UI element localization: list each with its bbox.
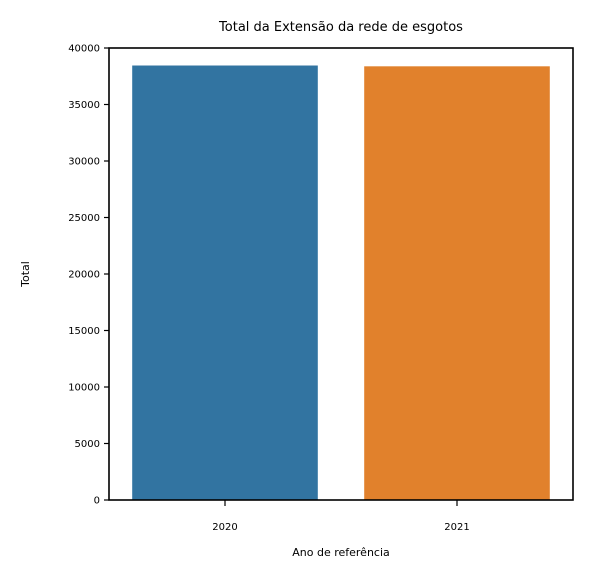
- y-tick-label: 35000: [68, 100, 100, 111]
- x-axis: 2020 2021: [212, 500, 470, 533]
- y-tick-label: 10000: [68, 383, 100, 394]
- x-tick-label: 2020: [212, 522, 237, 533]
- y-axis-label: Total: [19, 261, 32, 288]
- y-axis: 0 5000 10000 15000 20000 25000 30000 35000 40000: [68, 44, 109, 507]
- y-tick-label: 0: [94, 496, 100, 507]
- x-axis-label: Ano de referência: [292, 546, 390, 559]
- bar-2021: [364, 66, 550, 500]
- chart-title: Total da Extensão da rede de esgotos: [218, 20, 463, 35]
- y-tick-label: 25000: [68, 213, 100, 224]
- y-tick-label: 30000: [68, 157, 100, 168]
- y-tick-label: 40000: [68, 44, 100, 55]
- y-tick-label: 15000: [68, 326, 100, 337]
- bars-group: [132, 65, 550, 500]
- y-tick-label: 20000: [68, 270, 100, 281]
- x-tick-label: 2021: [444, 522, 469, 533]
- bar-2020: [132, 65, 318, 500]
- y-tick-label: 5000: [75, 439, 100, 450]
